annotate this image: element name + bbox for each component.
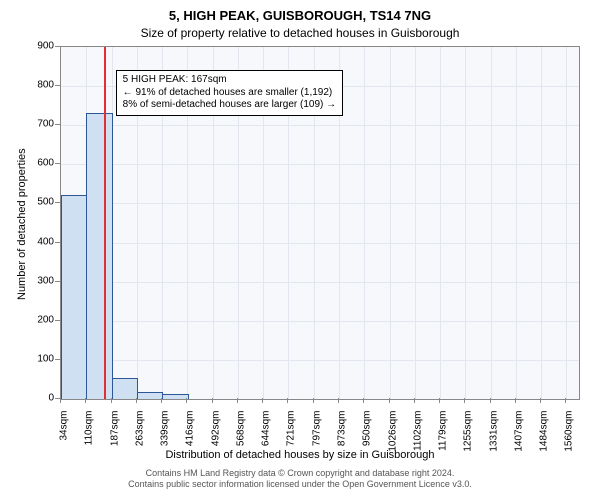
- attribution-footer: Contains HM Land Registry data © Crown c…: [0, 468, 600, 490]
- ytick-mark: [55, 163, 60, 164]
- xtick-mark: [338, 398, 339, 403]
- ytick-label: 500: [24, 197, 54, 208]
- footer-line-2: Contains public sector information licen…: [0, 479, 600, 490]
- ytick-label: 0: [24, 393, 54, 404]
- gridline-v: [541, 47, 542, 399]
- gridline-h: [61, 321, 579, 322]
- xtick-mark: [136, 398, 137, 403]
- xtick-label: 721sqm: [286, 411, 297, 459]
- gridline-v: [415, 47, 416, 399]
- xtick-mark: [439, 398, 440, 403]
- ytick-label: 600: [24, 158, 54, 169]
- histogram-bar: [61, 195, 87, 399]
- xtick-mark: [565, 398, 566, 403]
- ytick-mark: [55, 320, 60, 321]
- annotation-line: 5 HIGH PEAK: 167sqm: [123, 74, 336, 87]
- histogram-bar: [86, 113, 113, 400]
- annotation-line: 8% of semi-detached houses are larger (1…: [123, 99, 336, 112]
- property-marker-line: [104, 47, 106, 399]
- xtick-label: 34sqm: [59, 411, 70, 459]
- histogram-bar: [137, 392, 163, 399]
- xtick-label: 1255sqm: [463, 411, 474, 459]
- ytick-label: 300: [24, 275, 54, 286]
- footer-line-1: Contains HM Land Registry data © Crown c…: [0, 468, 600, 479]
- xtick-label: 873sqm: [336, 411, 347, 459]
- xtick-label: 568sqm: [235, 411, 246, 459]
- gridline-v: [440, 47, 441, 399]
- plot-area: 5 HIGH PEAK: 167sqm← 91% of detached hou…: [60, 46, 580, 400]
- xtick-label: 110sqm: [84, 411, 95, 459]
- gridline-h: [61, 203, 579, 204]
- xtick-label: 1407sqm: [513, 411, 524, 459]
- ytick-mark: [55, 46, 60, 47]
- xtick-mark: [262, 398, 263, 403]
- xtick-label: 1179sqm: [438, 411, 449, 459]
- gridline-v: [516, 47, 517, 399]
- xtick-mark: [111, 398, 112, 403]
- ytick-mark: [55, 242, 60, 243]
- xtick-label: 797sqm: [311, 411, 322, 459]
- ytick-label: 100: [24, 353, 54, 364]
- histogram-bar: [162, 394, 189, 399]
- xtick-mark: [464, 398, 465, 403]
- xtick-label: 1026sqm: [387, 411, 398, 459]
- gridline-h: [61, 125, 579, 126]
- annotation-line: ← 91% of detached houses are smaller (1,…: [123, 87, 336, 100]
- xtick-mark: [212, 398, 213, 403]
- chart-title-main: 5, HIGH PEAK, GUISBOROUGH, TS14 7NG: [0, 8, 600, 23]
- ytick-mark: [55, 85, 60, 86]
- xtick-mark: [287, 398, 288, 403]
- ytick-label: 700: [24, 119, 54, 130]
- xtick-mark: [389, 398, 390, 403]
- ytick-mark: [55, 281, 60, 282]
- xtick-label: 339sqm: [160, 411, 171, 459]
- xtick-label: 1484sqm: [539, 411, 550, 459]
- xtick-mark: [540, 398, 541, 403]
- gridline-h: [61, 243, 579, 244]
- histogram-bar: [112, 378, 138, 399]
- gridline-v: [390, 47, 391, 399]
- xtick-label: 1560sqm: [564, 411, 575, 459]
- xtick-label: 263sqm: [134, 411, 145, 459]
- xtick-mark: [85, 398, 86, 403]
- gridline-v: [491, 47, 492, 399]
- annotation-box: 5 HIGH PEAK: 167sqm← 91% of detached hou…: [116, 70, 343, 116]
- xtick-label: 1102sqm: [412, 411, 423, 459]
- ytick-mark: [55, 124, 60, 125]
- xtick-mark: [186, 398, 187, 403]
- ytick-label: 400: [24, 236, 54, 247]
- xtick-label: 644sqm: [261, 411, 272, 459]
- xtick-mark: [313, 398, 314, 403]
- ytick-mark: [55, 202, 60, 203]
- gridline-h: [61, 282, 579, 283]
- xtick-mark: [490, 398, 491, 403]
- gridline-v: [364, 47, 365, 399]
- ytick-label: 200: [24, 314, 54, 325]
- xtick-mark: [237, 398, 238, 403]
- xtick-label: 950sqm: [362, 411, 373, 459]
- ytick-label: 900: [24, 41, 54, 52]
- xtick-label: 1331sqm: [488, 411, 499, 459]
- gridline-v: [566, 47, 567, 399]
- gridline-h: [61, 360, 579, 361]
- ytick-label: 800: [24, 80, 54, 91]
- gridline-v: [465, 47, 466, 399]
- figure: 5, HIGH PEAK, GUISBOROUGH, TS14 7NG Size…: [0, 0, 600, 500]
- xtick-label: 492sqm: [210, 411, 221, 459]
- xtick-label: 187sqm: [109, 411, 120, 459]
- chart-title-sub: Size of property relative to detached ho…: [0, 26, 600, 40]
- xtick-mark: [414, 398, 415, 403]
- xtick-mark: [363, 398, 364, 403]
- xtick-label: 416sqm: [185, 411, 196, 459]
- xtick-mark: [161, 398, 162, 403]
- xtick-mark: [515, 398, 516, 403]
- ytick-mark: [55, 359, 60, 360]
- gridline-h: [61, 164, 579, 165]
- xtick-mark: [60, 398, 61, 403]
